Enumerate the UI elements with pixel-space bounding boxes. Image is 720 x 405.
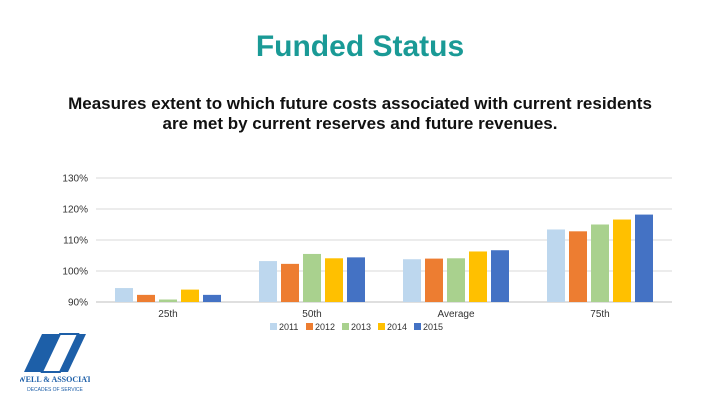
x-tick-label: Average — [437, 309, 475, 320]
bar-2013-75th — [591, 224, 609, 302]
bar-2012-25th — [137, 294, 155, 302]
x-tick-label: 75th — [590, 309, 609, 320]
bar-2013-average — [447, 258, 465, 302]
logo-name: A.V. POWELL & ASSOCIATES LLC — [20, 375, 90, 384]
legend-label: 2015 — [423, 322, 443, 332]
legend-label: 2013 — [351, 322, 371, 332]
legend-label: 2012 — [315, 322, 335, 332]
bar-2011-75th — [547, 229, 565, 302]
av-powell-logo: A.V. POWELL & ASSOCIATES LLC DECADES OF … — [20, 333, 90, 393]
bar-2014-50th — [325, 258, 343, 302]
bar-2015-75th — [635, 214, 653, 302]
bar-2015-25th — [203, 294, 221, 302]
logo-tagline: DECADES OF SERVICE — [27, 387, 83, 393]
bar-2012-50th — [281, 263, 299, 302]
bar-2014-75th — [613, 219, 631, 302]
x-tick-label: 50th — [302, 309, 321, 320]
legend-swatch — [342, 323, 349, 330]
legend-label: 2014 — [387, 322, 407, 332]
y-axis-ticks: 90% 100% 110% 120% 130% — [62, 174, 88, 309]
bar-2011-50th — [259, 261, 277, 302]
bar-2012-75th — [569, 231, 587, 302]
logo-a-shape — [24, 334, 60, 372]
bar-2015-50th — [347, 257, 365, 302]
bar-2012-average — [425, 258, 443, 302]
legend-swatch — [270, 323, 277, 330]
x-axis-labels: 25th 50th Average 75th — [158, 309, 609, 320]
y-tick-label: 130% — [62, 174, 88, 185]
y-tick-label: 110% — [63, 236, 88, 247]
y-tick-label: 90% — [68, 298, 88, 309]
y-tick-label: 120% — [62, 205, 88, 216]
funded-status-chart: 90%100%110%120%130% 25th 50th Average 75th … — [62, 174, 672, 332]
bar-2014-average — [469, 251, 487, 302]
legend-swatch — [306, 323, 313, 330]
slide-subtitle: Measures extent to which future costs as… — [68, 94, 652, 133]
x-tick-label: 25th — [158, 309, 177, 320]
slide-title: Funded Status — [255, 30, 465, 63]
legend-swatch — [378, 323, 385, 330]
bar-2013-50th — [303, 253, 321, 302]
bar-2011-25th — [115, 288, 133, 302]
bar-2011-average — [403, 259, 421, 302]
chart-legend: 2011 2012 2013 2014 2015 — [270, 322, 443, 332]
bar-2013-25th — [159, 299, 177, 302]
logo-p-shape — [60, 334, 86, 372]
legend-label: 2011 — [279, 322, 298, 332]
legend-swatch — [414, 323, 421, 330]
y-tick-label: 100% — [62, 267, 88, 278]
bar-2015-average — [491, 250, 509, 302]
chart-bars — [115, 214, 653, 302]
bar-2014-25th — [181, 289, 199, 302]
